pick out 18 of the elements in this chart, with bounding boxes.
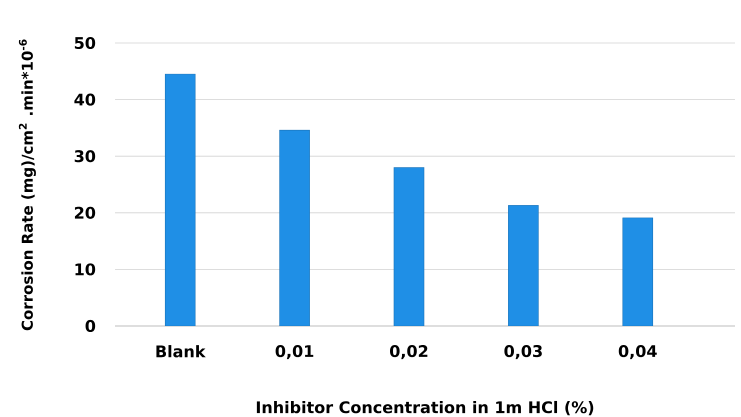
x-tick-label: 0,01 bbox=[276, 345, 314, 360]
y-tick-label: 30 bbox=[74, 150, 96, 162]
bar bbox=[394, 167, 424, 326]
x-tick-label: 0,03 bbox=[504, 345, 542, 360]
bar bbox=[279, 130, 310, 326]
x-tick-label: 0,02 bbox=[390, 345, 428, 360]
bar bbox=[622, 218, 654, 326]
bar bbox=[508, 205, 539, 326]
y-tick-label: 20 bbox=[74, 206, 96, 219]
x-tick-label: Blank bbox=[156, 345, 206, 358]
y-tick-label: 40 bbox=[74, 94, 96, 106]
y-axis-title: Corrosion Rate (mg)/cm$^{2}$ .min*10$^{-6}$ bbox=[18, 40, 36, 330]
y-tick-label: 10 bbox=[75, 263, 96, 276]
y-tick-label: 50 bbox=[74, 36, 96, 50]
x-tick-label: 0,04 bbox=[618, 345, 657, 360]
y-tick-label: 0 bbox=[86, 320, 96, 332]
bar bbox=[164, 74, 196, 326]
x-axis-title: Inhibitor Concentration in 1m HCl (%) bbox=[256, 400, 594, 416]
